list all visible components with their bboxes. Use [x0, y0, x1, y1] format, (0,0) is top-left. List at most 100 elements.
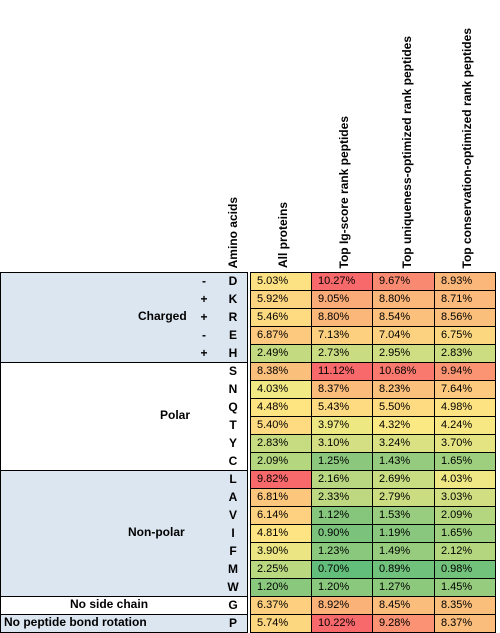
amino-acid-letter: E	[228, 328, 237, 342]
value-cell: 5.92%	[250, 290, 312, 309]
charge-sign: +	[200, 346, 208, 360]
table-row: W 1.20% 1.20% 1.27% 1.45%	[0, 578, 500, 597]
value-cell: 2.95%	[372, 344, 435, 363]
value-cell: 2.83%	[250, 434, 312, 453]
value-cell: 7.64%	[434, 380, 496, 399]
amino-acid-letter: C	[228, 454, 238, 468]
table-row: Q 4.48% 5.43% 5.50% 4.98%	[0, 398, 500, 417]
value-cell: 4.81%	[250, 524, 312, 543]
value-cell: 8.45%	[372, 596, 435, 615]
value-cell: 0.98%	[434, 560, 496, 579]
table-row: A 6.81% 2.33% 2.79% 3.03%	[0, 488, 500, 507]
amino-acid-letter: Y	[228, 436, 237, 450]
value-cell: 6.81%	[250, 488, 312, 507]
row-group	[0, 272, 248, 363]
header-top-conservation: Top conservation-optimized rank peptides	[460, 27, 474, 268]
value-cell: 2.79%	[372, 488, 435, 507]
group-label: Polar	[160, 408, 191, 422]
value-cell: 1.12%	[311, 506, 373, 525]
amino-acid-letter: A	[228, 490, 238, 504]
group-label: No side chain	[70, 597, 149, 611]
value-cell: 8.80%	[372, 290, 435, 309]
value-cell: 8.38%	[250, 362, 312, 381]
value-cell: 4.03%	[434, 470, 496, 489]
table-row: Y 2.83% 3.10% 3.24% 3.70%	[0, 434, 500, 453]
value-cell: 9.82%	[250, 470, 312, 489]
value-cell: 3.90%	[250, 542, 312, 561]
value-cell: 6.75%	[434, 326, 496, 345]
value-cell: 3.70%	[434, 434, 496, 453]
value-cell: 8.54%	[372, 308, 435, 327]
group-label: Charged	[138, 309, 187, 323]
value-cell: 1.45%	[434, 578, 496, 597]
table-row: I 4.81% 0.90% 1.19% 1.65%	[0, 524, 500, 543]
value-cell: 5.40%	[250, 416, 312, 435]
value-cell: 9.05%	[311, 290, 373, 309]
table-row: M 2.25% 0.70% 0.89% 0.98%	[0, 560, 500, 579]
table-row: N 4.03% 8.37% 8.23% 7.64%	[0, 380, 500, 399]
value-cell: 1.65%	[434, 524, 496, 543]
table-row: C 2.09% 1.25% 1.43% 1.65%	[0, 452, 500, 471]
value-cell: 7.13%	[311, 326, 373, 345]
table-row: + K 5.92% 9.05% 8.80% 8.71%	[0, 290, 500, 309]
value-cell: 8.71%	[434, 290, 496, 309]
amino-acid-letter: G	[228, 598, 238, 612]
table-row: - D 5.03% 10.27% 9.67% 8.93%	[0, 272, 500, 291]
table-row: G 6.37% 8.92% 8.45% 8.35%	[0, 596, 500, 615]
table-row: + H 2.49% 2.73% 2.95% 2.83%	[0, 344, 500, 363]
value-cell: 1.53%	[372, 506, 435, 525]
value-cell: 1.20%	[250, 578, 312, 597]
amino-acid-letter: V	[228, 508, 237, 522]
value-cell: 8.35%	[434, 596, 496, 615]
value-cell: 5.46%	[250, 308, 312, 327]
value-cell: 4.48%	[250, 398, 312, 417]
value-cell: 0.90%	[311, 524, 373, 543]
value-cell: 2.83%	[434, 344, 496, 363]
value-cell: 1.27%	[372, 578, 435, 597]
group-label: Non-polar	[128, 525, 185, 539]
table-row: T 5.40% 3.97% 4.32% 4.24%	[0, 416, 500, 435]
value-cell: 6.14%	[250, 506, 312, 525]
value-cell: 1.25%	[311, 452, 373, 471]
amino-acid-letter: T	[229, 418, 237, 432]
value-cell: 7.04%	[372, 326, 435, 345]
value-cell: 10.68%	[372, 362, 435, 381]
value-cell: 2.16%	[311, 470, 373, 489]
row-group	[0, 362, 248, 471]
table-row: L 9.82% 2.16% 2.69% 4.03%	[0, 470, 500, 489]
value-cell: 1.19%	[372, 524, 435, 543]
value-cell: 6.37%	[250, 596, 312, 615]
amino-acid-letter: H	[228, 346, 238, 360]
value-cell: 2.69%	[372, 470, 435, 489]
table-row: P 5.74% 10.22% 9.28% 8.37%	[0, 614, 500, 633]
amino-acid-letter: D	[228, 274, 238, 288]
amino-acid-letter: Q	[228, 400, 238, 414]
value-cell: 1.49%	[372, 542, 435, 561]
value-cell: 2.73%	[311, 344, 373, 363]
header-top-uniqueness: Top uniqueness-optimized rank peptides	[400, 35, 414, 268]
table-row: F 3.90% 1.23% 1.49% 2.12%	[0, 542, 500, 561]
amino-acid-letter: M	[228, 562, 238, 576]
value-cell: 0.70%	[311, 560, 373, 579]
row-group	[0, 470, 248, 597]
amino-acid-letter: L	[229, 472, 237, 486]
value-cell: 2.33%	[311, 488, 373, 507]
value-cell: 2.12%	[434, 542, 496, 561]
value-cell: 8.56%	[434, 308, 496, 327]
value-cell: 10.27%	[311, 272, 373, 291]
table-row: - E 6.87% 7.13% 7.04% 6.75%	[0, 326, 500, 345]
value-cell: 8.93%	[434, 272, 496, 291]
charge-sign: +	[200, 310, 208, 324]
charge-sign: +	[200, 292, 208, 306]
value-cell: 11.12%	[311, 362, 373, 381]
value-cell: 1.20%	[311, 578, 373, 597]
charge-sign: -	[202, 328, 206, 342]
amino-acid-letter: F	[229, 544, 237, 558]
amino-acid-letter: W	[227, 580, 239, 594]
amino-acids-header: Amino acids	[226, 196, 240, 268]
value-cell: 5.43%	[311, 398, 373, 417]
value-cell: 2.49%	[250, 344, 312, 363]
value-cell: 9.94%	[434, 362, 496, 381]
charge-sign: -	[202, 274, 206, 288]
value-cell: 2.09%	[434, 506, 496, 525]
